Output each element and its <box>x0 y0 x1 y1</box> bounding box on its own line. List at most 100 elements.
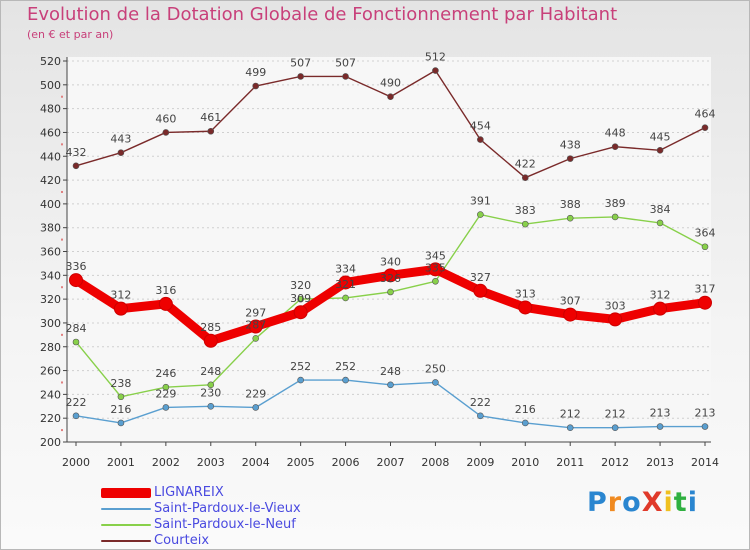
data-label-saint-pardoux-le-neuf: 248 <box>200 365 221 378</box>
data-point-saint-pardoux-le-neuf <box>477 211 484 218</box>
axis-accent-mark <box>61 429 63 432</box>
data-point-courteix <box>477 136 484 143</box>
data-point-courteix <box>252 82 260 90</box>
data-label-saint-pardoux-le-neuf: 364 <box>695 227 716 240</box>
data-point-courteix <box>207 127 215 135</box>
legend-label-saint-pardoux-le-vieux: Saint-Pardoux-le-Vieux <box>154 501 301 516</box>
data-point-lignareix <box>608 312 623 327</box>
x-tick-label: 2014 <box>691 456 719 469</box>
data-label-courteix: 445 <box>650 130 671 143</box>
data-point-lignareix <box>473 283 488 298</box>
grid-layer <box>67 57 711 442</box>
y-tick-label: 440 <box>40 150 61 163</box>
data-label-saint-pardoux-le-neuf: 384 <box>650 203 671 216</box>
data-label-courteix: 512 <box>425 51 446 64</box>
data-point-lignareix <box>248 319 263 334</box>
data-label-lignareix: 312 <box>650 289 671 302</box>
data-label-saint-pardoux-le-vieux: 213 <box>650 407 671 420</box>
data-label-saint-pardoux-le-neuf: 321 <box>335 278 356 291</box>
logo-letter: i <box>687 487 698 518</box>
data-point-saint-pardoux-le-neuf <box>207 381 215 389</box>
axis-accent-mark <box>61 95 63 98</box>
data-point-saint-pardoux-le-vieux <box>207 402 215 410</box>
data-label-lignareix: 307 <box>560 295 581 308</box>
data-label-saint-pardoux-le-vieux: 252 <box>335 360 356 373</box>
data-label-courteix: 438 <box>560 139 581 152</box>
x-tick-label: 2000 <box>62 456 90 469</box>
data-label-saint-pardoux-le-vieux: 216 <box>515 403 536 416</box>
data-label-courteix: 448 <box>605 127 626 140</box>
data-label-lignareix: 316 <box>155 284 176 297</box>
data-point-saint-pardoux-le-vieux <box>701 423 709 430</box>
data-label-lignareix: 336 <box>66 260 87 273</box>
axis-accent-mark <box>61 286 63 289</box>
chart-subtitle: (en € et par an) <box>27 28 114 41</box>
x-tick-label: 2013 <box>646 456 674 469</box>
axis-accent-mark <box>61 381 63 384</box>
data-point-courteix <box>521 174 529 181</box>
axis-accent-mark <box>61 238 63 241</box>
data-label-saint-pardoux-le-vieux: 229 <box>155 387 176 400</box>
data-point-courteix <box>72 162 80 170</box>
data-point-courteix <box>656 146 664 154</box>
legend-swatch-saint-pardoux-le-neuf <box>101 524 151 526</box>
data-label-saint-pardoux-le-vieux: 212 <box>605 408 626 421</box>
y-tick-label: 420 <box>40 174 61 187</box>
data-point-lignareix <box>383 268 398 283</box>
data-point-lignareix <box>428 262 443 277</box>
data-point-saint-pardoux-le-neuf <box>387 288 394 296</box>
axis-accent-mark <box>61 333 63 336</box>
data-label-courteix: 507 <box>335 56 356 69</box>
y-tick-label: 300 <box>40 317 61 330</box>
x-tick-label: 2009 <box>466 456 494 469</box>
y-tick-label: 500 <box>40 79 61 92</box>
data-point-saint-pardoux-le-neuf <box>297 295 304 303</box>
data-label-lignareix: 285 <box>200 321 221 334</box>
legend-swatch-lignareix <box>101 488 151 498</box>
logo-letter: t <box>673 487 688 518</box>
data-point-saint-pardoux-le-vieux <box>656 423 664 430</box>
data-label-lignareix: 297 <box>245 307 266 320</box>
data-label-saint-pardoux-le-neuf: 238 <box>110 377 131 390</box>
data-point-lignareix <box>653 301 668 316</box>
logo-letter: r <box>607 487 623 518</box>
data-label-saint-pardoux-le-neuf: 246 <box>155 367 176 380</box>
data-label-courteix: 443 <box>110 133 131 146</box>
data-point-courteix <box>297 73 304 80</box>
data-point-lignareix <box>563 307 578 322</box>
x-tick-label: 2010 <box>511 456 539 469</box>
x-tick-label: 2011 <box>556 456 584 469</box>
data-point-lignareix <box>293 305 308 320</box>
y-tick-label: 320 <box>40 293 61 306</box>
data-point-saint-pardoux-le-neuf <box>72 338 80 346</box>
data-point-saint-pardoux-le-vieux <box>72 412 80 420</box>
data-label-courteix: 422 <box>515 158 536 171</box>
data-label-saint-pardoux-le-neuf: 335 <box>425 261 446 274</box>
data-point-saint-pardoux-le-vieux <box>611 424 619 432</box>
data-label-layer: 336 312 316 285 297 309 334 340 345 327 313 307 303 3… <box>66 51 716 421</box>
chart-title: Evolution de la Dotation Globale de Fonc… <box>27 4 618 25</box>
logo-letter: o <box>622 487 642 518</box>
data-label-lignareix: 317 <box>695 283 716 296</box>
data-point-lignareix <box>158 296 173 311</box>
data-point-lignareix <box>338 275 353 290</box>
y-tick-label: 200 <box>40 436 61 449</box>
data-point-saint-pardoux-le-vieux <box>477 412 484 420</box>
axis-accent-mark <box>61 190 63 193</box>
data-point-saint-pardoux-le-neuf <box>342 294 349 302</box>
data-point-saint-pardoux-le-neuf <box>432 277 439 285</box>
y-tick-label: 360 <box>40 246 61 259</box>
legend-swatch-courteix <box>101 540 151 542</box>
data-label-saint-pardoux-le-vieux: 230 <box>200 386 221 399</box>
data-point-lignareix <box>69 273 83 288</box>
data-label-saint-pardoux-le-neuf: 326 <box>380 272 401 285</box>
data-point-saint-pardoux-le-vieux <box>342 376 349 384</box>
y-tick-label: 460 <box>40 126 61 139</box>
x-tick-label: 2001 <box>107 456 135 469</box>
logo-letter: i <box>663 487 674 518</box>
data-point-saint-pardoux-le-vieux <box>432 379 439 386</box>
data-label-lignareix: 313 <box>515 287 536 300</box>
series-layer <box>69 67 712 432</box>
